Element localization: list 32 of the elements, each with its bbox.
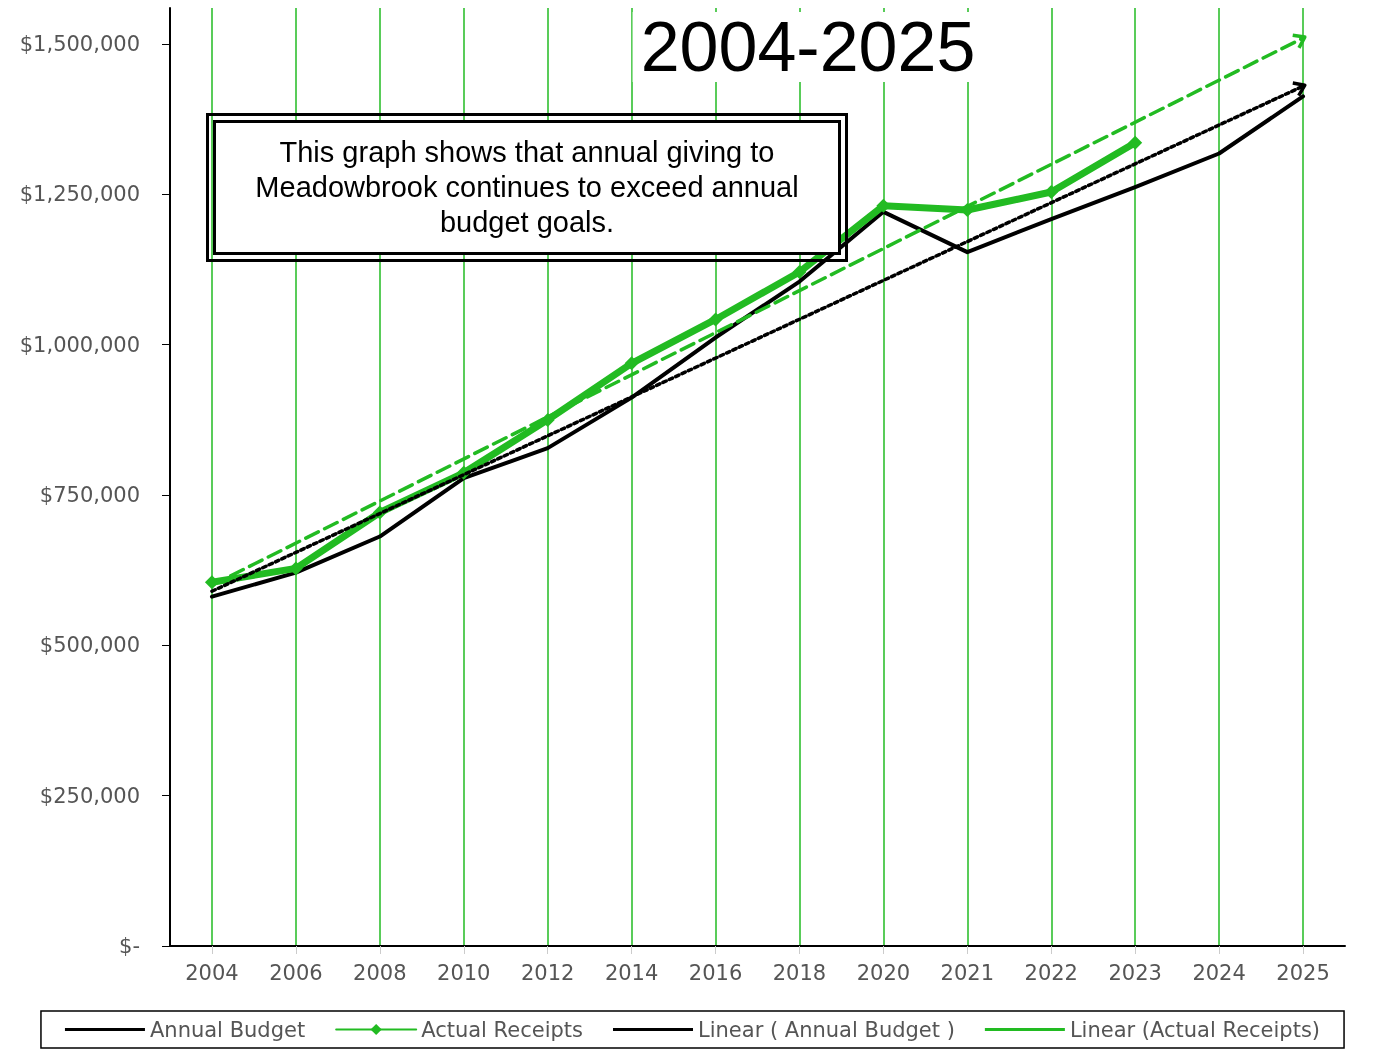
x-tick-label: 2022	[1024, 960, 1078, 985]
chart-title: 2004-2025	[640, 8, 976, 86]
point	[1044, 184, 1059, 199]
x-tick-label: 2004	[185, 960, 239, 985]
x-tick-label: 2024	[1192, 960, 1246, 985]
x-tick-label: 2020	[856, 960, 911, 985]
x-tick-label: 2025	[1276, 960, 1330, 985]
point	[1128, 135, 1143, 150]
x-tick-label: 2006	[269, 960, 323, 985]
annotation: This graph shows that annual giving to Meadowbrook continues to exceed annual budget goals.	[213, 120, 841, 255]
x-tick-label: 2021	[940, 960, 995, 985]
y-tick-label: $1,500,000	[19, 32, 140, 57]
x-tick-label: 2012	[520, 960, 575, 985]
point	[624, 356, 639, 371]
x-tick-label: 2010	[437, 960, 491, 985]
y-tick-label: $250,000	[39, 783, 140, 808]
legend-label: Actual Receipts	[421, 1017, 583, 1042]
y-tick-label: $1,000,000	[19, 332, 140, 357]
x-tick-label: 2016	[688, 960, 743, 985]
legend-label: Linear ( Annual Budget )	[698, 1017, 955, 1042]
y-tick-label: $750,000	[39, 483, 140, 508]
x-tick-label: 2023	[1108, 960, 1162, 985]
x-tick-label: 2008	[353, 960, 407, 985]
y-tick-label: $-	[119, 934, 140, 958]
point	[792, 264, 807, 279]
legend-label: Annual Budget	[149, 1017, 306, 1042]
legend-label: Linear (Actual Receipts)	[1069, 1017, 1321, 1042]
x-tick-label: 2014	[604, 960, 659, 985]
y-tick-label: $1,250,000	[19, 182, 140, 207]
point	[708, 312, 723, 327]
y-tick-label: $500,000	[39, 633, 140, 658]
x-tick-label: 2018	[772, 960, 827, 985]
